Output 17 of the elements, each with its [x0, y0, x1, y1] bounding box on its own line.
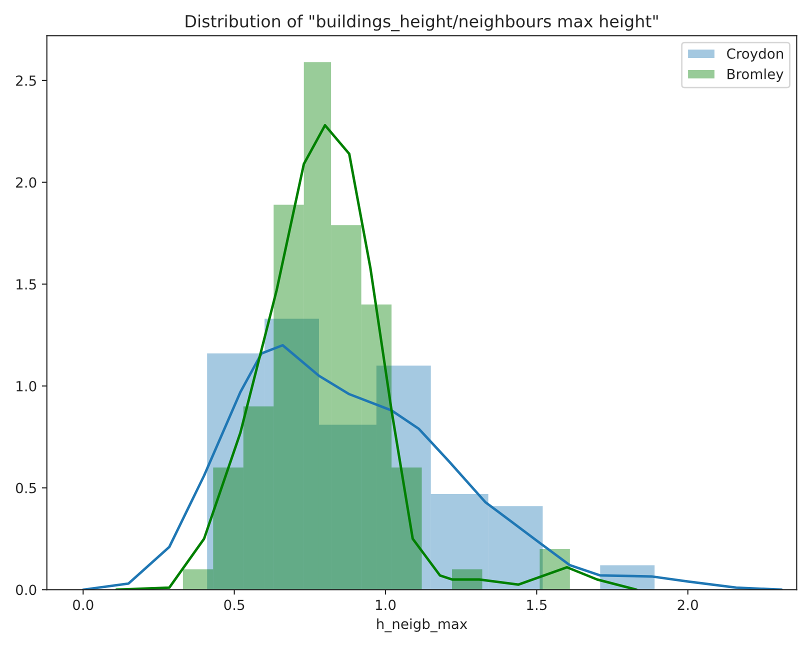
line-series: [82, 344, 783, 590]
line-series: [115, 124, 638, 590]
y-tick-label: 1.0: [16, 380, 36, 392]
legend-label: Croydon: [727, 48, 784, 62]
legend-label: Bromley: [728, 68, 784, 82]
x-axis-title: h_neigb_max: [377, 618, 468, 632]
x-tick-label: 1.0: [376, 600, 396, 610]
x-tick-label: 0.5: [224, 600, 244, 610]
y-tick-label: 0.0: [16, 584, 36, 596]
x-tick-label: 2.0: [678, 600, 698, 610]
chart-title: Distribution of "buildings_height/neighbours max height": [186, 14, 658, 32]
x-tick-label: 0.0: [73, 600, 94, 610]
y-tick-label: 1.5: [16, 279, 36, 290]
y-tick-label: 2.0: [16, 177, 36, 188]
y-tick-label: 2.5: [16, 75, 36, 86]
x-tick-label: 1.5: [527, 600, 546, 610]
y-tick-label: 0.5: [16, 482, 36, 494]
